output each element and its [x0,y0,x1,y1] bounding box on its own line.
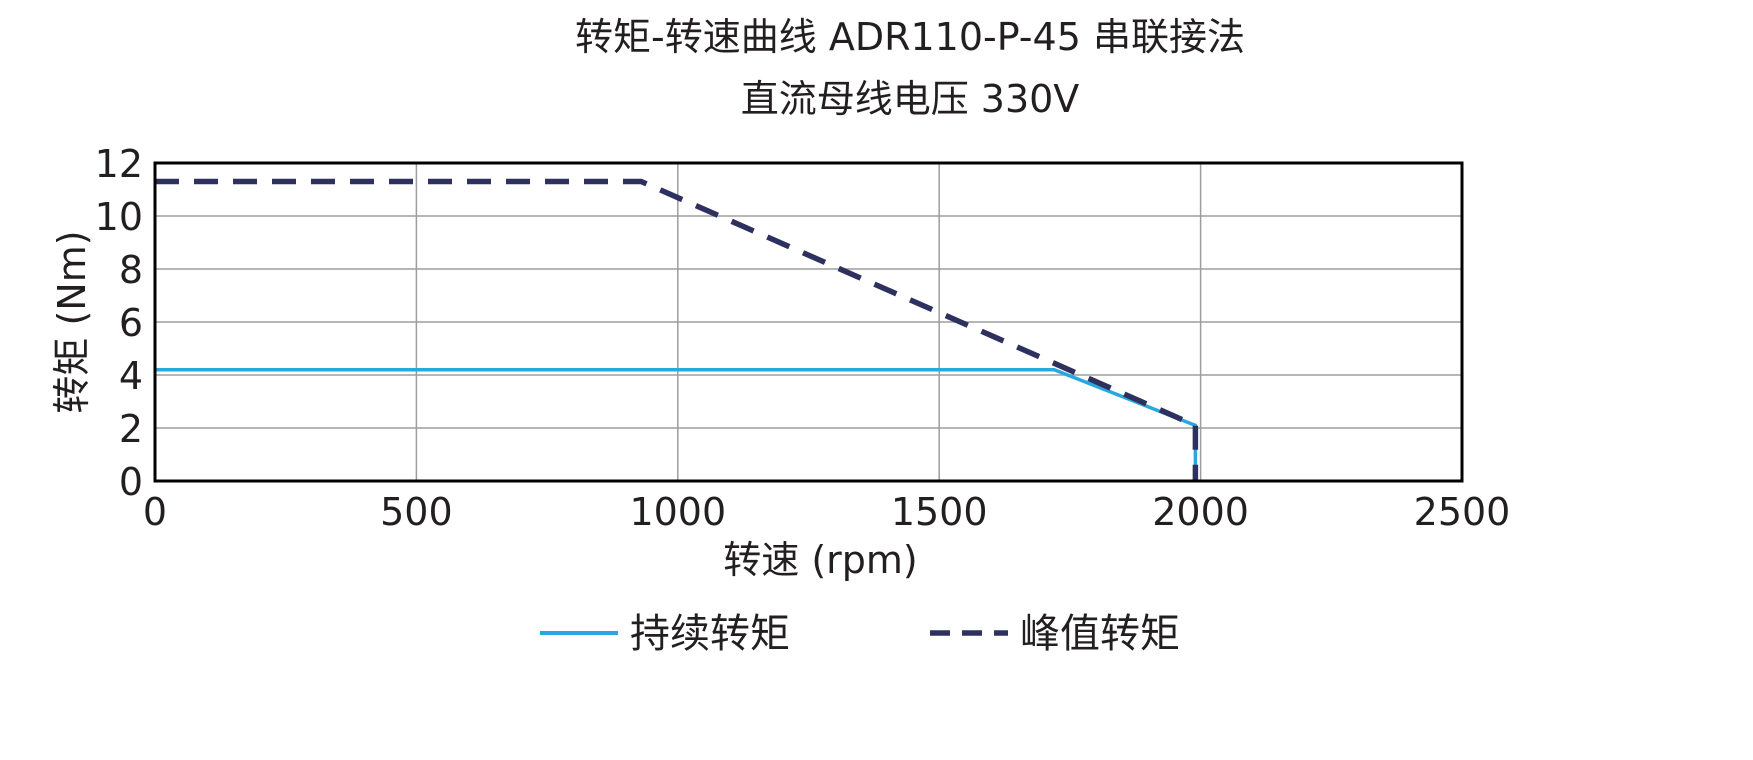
y-tick-label: 6 [119,301,143,345]
x-tick-label: 2500 [1414,490,1511,534]
x-tick-label: 500 [380,490,453,534]
y-axis-label: 转矩 (Nm) [50,230,94,413]
series-line-1 [155,367,1198,481]
x-tick-label: 1500 [891,490,988,534]
y-tick-label: 2 [119,407,143,451]
series-lines [155,178,1199,481]
y-tick-label: 8 [119,248,143,292]
legend-label-2: 峰值转矩 [1020,611,1180,657]
y-tick-label: 12 [95,142,143,186]
series-line-2 [155,178,1199,481]
chart-title: 转矩-转速曲线 ADR110-P-45 串联接法 [575,15,1245,59]
y-tick-label: 0 [119,460,143,504]
plot-frame [153,161,1464,483]
chart-subtitle: 直流母线电压 330V [741,77,1080,121]
x-tick-label: 1000 [629,490,726,534]
y-tick-label: 10 [95,195,143,239]
legend: 持续转矩 峰值转矩 [540,611,1180,657]
x-tick-label: 0 [143,490,167,534]
x-axis-label: 转速 (rpm) [723,538,918,582]
y-tick-label: 4 [119,354,143,398]
grid-lines [155,163,1462,481]
legend-label-1: 持续转矩 [630,611,790,657]
x-tick-label: 2000 [1152,490,1249,534]
